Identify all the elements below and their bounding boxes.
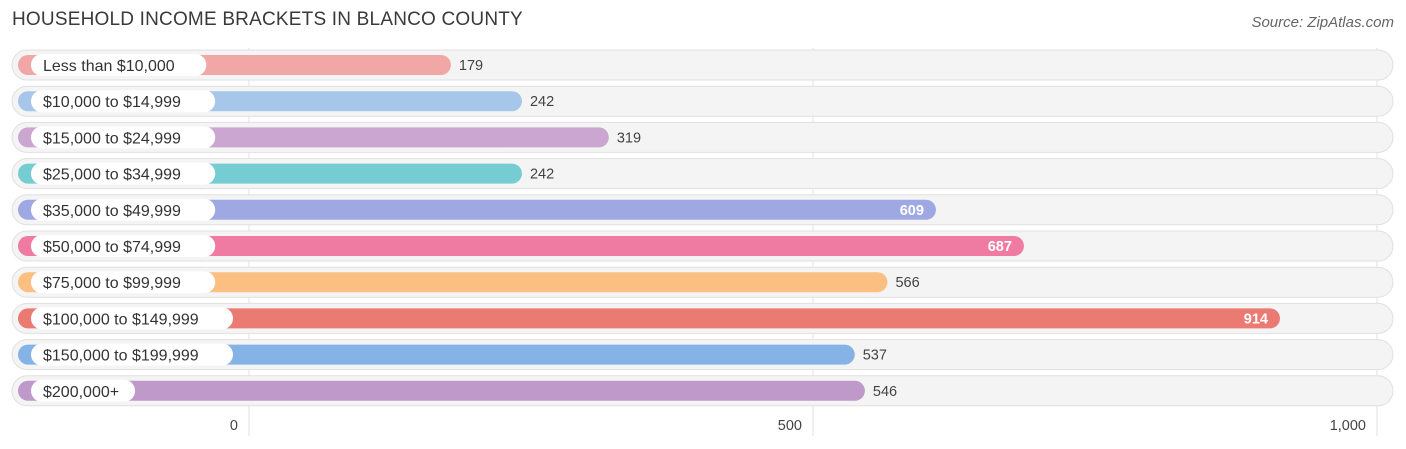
- category-label: $10,000 to $14,999: [43, 94, 181, 111]
- value-label: 687: [988, 239, 1012, 255]
- source-label: Source: ZipAtlas.com: [1251, 14, 1394, 31]
- value-label: 546: [873, 384, 897, 400]
- category-pill: [31, 271, 216, 294]
- category-label: $100,000 to $149,999: [43, 311, 199, 328]
- bar: [18, 199, 936, 220]
- value-label: 537: [863, 348, 887, 364]
- category-label: $15,000 to $24,999: [43, 130, 181, 147]
- category-pill: [31, 198, 216, 221]
- value-label: 566: [895, 275, 919, 291]
- category-pill: [31, 307, 233, 330]
- category-label: $35,000 to $49,999: [43, 203, 181, 220]
- value-label: 242: [530, 167, 554, 183]
- chart-title: HOUSEHOLD INCOME BRACKETS IN BLANCO COUN…: [12, 9, 523, 30]
- category-pill: [31, 343, 233, 366]
- category-label: $25,000 to $34,999: [43, 167, 181, 184]
- value-label: 319: [617, 130, 641, 146]
- bar: [18, 308, 1280, 329]
- tick-label: 0: [230, 418, 238, 434]
- category-label: $75,000 to $99,999: [43, 275, 181, 292]
- category-pill: [31, 90, 216, 113]
- category-pill: [31, 162, 216, 185]
- value-label: 609: [900, 203, 924, 219]
- value-label: 242: [530, 94, 554, 110]
- category-label: $200,000+: [43, 384, 119, 401]
- category-label: $50,000 to $74,999: [43, 239, 181, 256]
- value-label: 179: [459, 58, 483, 74]
- bar: [18, 380, 865, 401]
- category-pill: [31, 54, 207, 76]
- value-label: 914: [1244, 311, 1268, 327]
- category-pill: [31, 126, 216, 149]
- bar: [18, 236, 1024, 256]
- bar: [18, 272, 888, 293]
- category-label: $150,000 to $199,999: [43, 348, 199, 365]
- category-label: Less than $10,000: [43, 58, 175, 75]
- category-pill: [31, 379, 136, 402]
- category-pill: [31, 235, 216, 257]
- tick-label: 1,000: [1330, 418, 1366, 434]
- tick-label: 500: [778, 418, 802, 434]
